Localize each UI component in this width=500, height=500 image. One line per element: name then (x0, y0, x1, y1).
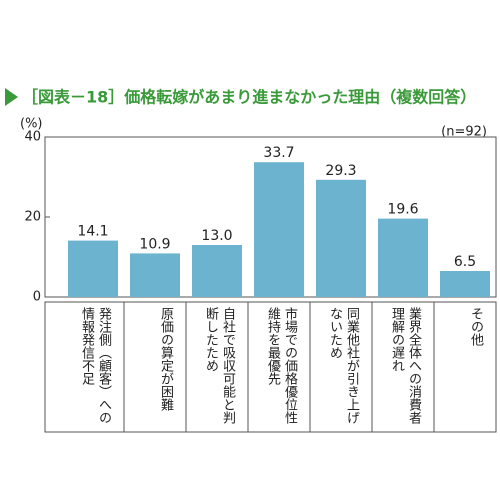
value-label: 13.0 (201, 228, 232, 244)
category-table (44, 301, 497, 433)
x-tick-label: 原価の算定が困難 (158, 307, 173, 411)
x-tick-label: 業界全体への消費者理解の遅れ (389, 307, 421, 424)
value-label: 33.7 (263, 145, 294, 161)
title-icon (5, 88, 18, 106)
value-label: 6.5 (454, 254, 476, 270)
x-tick-label: 発注側（顧客）への情報発信不足 (79, 307, 111, 424)
y-axis-label: (%) (20, 117, 43, 132)
y-tick-label: 0 (33, 290, 41, 305)
bar (192, 245, 242, 297)
chart-title: ［図表－18］価格転嫁があまり進まなかった理由（複数回答） (22, 88, 476, 107)
annotation: (n=92) (441, 125, 487, 140)
value-label: 29.3 (325, 163, 356, 179)
bar (68, 240, 118, 297)
y-tick-label: 20 (24, 210, 41, 225)
bar (440, 271, 490, 297)
bar (316, 179, 366, 297)
x-tick-label: 同業他社が引き上げないため (327, 307, 359, 424)
bar (130, 253, 180, 297)
value-label: 19.6 (387, 202, 418, 218)
y-tick-label: 40 (24, 130, 41, 145)
x-tick-label: 市場での価格優位性維持を最優先 (265, 307, 297, 424)
x-tick-label: 自社で吸収可能と判断したため (203, 307, 235, 424)
bar (254, 162, 304, 297)
x-tick-label: その他 (468, 307, 483, 346)
bar (378, 218, 428, 297)
value-label: 14.1 (77, 224, 108, 240)
value-label: 10.9 (139, 236, 170, 252)
